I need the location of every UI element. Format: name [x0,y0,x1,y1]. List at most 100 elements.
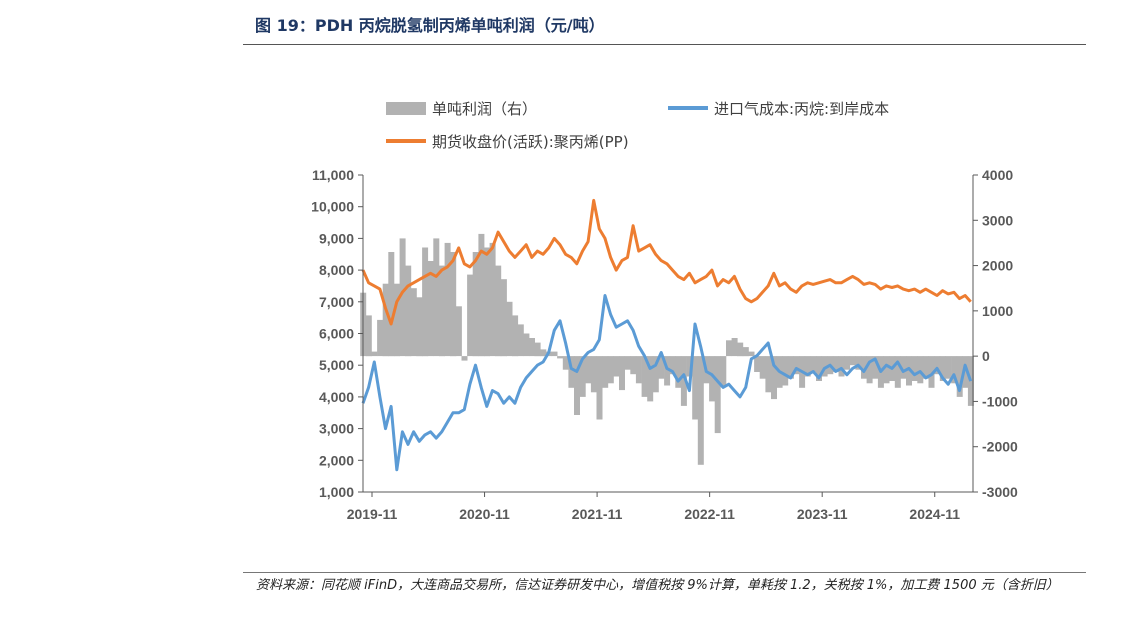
profit-bar [911,356,918,381]
profit-bar [748,351,755,357]
profit-bar [787,356,794,379]
profit-bar [641,356,648,397]
profit-bar [371,351,378,357]
profit-bar [697,356,704,465]
profit-bar [939,356,946,381]
profit-bar [692,356,699,420]
profit-bar [742,347,749,357]
profit-bar [405,265,412,357]
profit-series [360,233,974,465]
profit-bar [365,315,372,357]
profit-bar [388,252,395,357]
profit-bar [512,315,519,357]
profit-bar [894,356,901,388]
profit-bar [669,356,676,375]
profit-bar [585,356,592,384]
profit-bar [500,279,507,357]
profit-bar [945,356,952,379]
profit-bar [866,356,873,384]
profit-bar [900,356,907,379]
profit-bar [793,356,800,375]
profit-bar [422,247,429,357]
profit-bar [630,356,637,375]
profit-bar [771,356,777,400]
profit-bar [883,356,890,384]
left-tick-label: 5,000 [319,357,354,373]
source-note: 资料来源：同花顺 iFinD，大连商品交易所，信达证券研发中心，增值税按 9%计… [256,578,1059,593]
profit-bar [838,356,845,377]
x-tick-label: 2023-11 [797,506,848,522]
profit-bar [917,356,924,384]
left-tick-label: 11,000 [312,167,354,183]
left-tick-label: 4,000 [319,389,354,405]
profit-bar [765,356,772,393]
left-tick-label: 8,000 [319,262,354,278]
profit-bar [647,356,654,402]
profit-bar [726,340,732,357]
right-tick-label: -3000 [982,484,1018,500]
figure-title: 图 19：PDH 丙烷脱氢制丙烯单吨利润（元/吨） [255,16,605,35]
profit-bar [472,252,479,357]
profit-bar [664,356,671,386]
profit-bar [613,356,620,377]
x-tick-label: 2022-11 [684,506,735,522]
profit-bar [596,356,603,420]
profit-bar [590,356,597,393]
profit-bar [399,238,406,357]
profit-bar [506,301,513,357]
profit-bar [529,338,535,357]
profit-bar [675,356,682,388]
title-rule [243,44,1086,45]
profit-bar [495,265,502,357]
x-tick-label: 2020-11 [459,506,510,522]
profit-bar [427,261,434,357]
profit-bar [557,356,564,359]
right-tick-label: -2000 [982,439,1018,455]
profit-bar [410,288,417,357]
legend: 单吨利润（右） 进口气成本:丙烷:到岸成本 期货收盘价(活跃):聚丙烯(PP) [386,100,889,151]
legend-swatch-profit [386,102,426,115]
profit-bar [652,356,659,393]
profit-bar [416,297,423,357]
profit-bar [922,356,929,379]
profit-bar [804,356,811,377]
profit-bar [844,356,851,370]
profit-bar [782,356,789,386]
profit-bar [562,356,569,370]
left-tick-label: 3,000 [319,421,354,437]
profit-bar [439,265,445,357]
profit-bar [540,349,547,357]
right-tick-label: 1000 [982,303,1013,319]
profit-bar [382,283,389,357]
profit-bar [461,356,468,361]
left-tick-label: 10,000 [311,199,354,215]
pp-futures-line [361,198,972,326]
profit-bar [394,283,400,357]
x-tick-label: 2019-11 [347,506,398,522]
profit-bar [861,356,867,379]
profit-bar [810,356,817,372]
profit-bar [523,333,530,357]
plot-area: 1,000 2,000 3,000 4,000 5,000 6,000 7,000 8,000… [311,167,1018,522]
profit-bar [607,356,614,384]
profit-bar [619,356,625,391]
profit-bar [849,356,856,366]
right-tick-label: 0 [982,348,990,364]
right-tick-label: 4000 [982,167,1013,183]
profit-bar [568,356,575,388]
left-tick-label: 7,000 [319,294,354,310]
profit-bar [534,342,541,357]
profit-bar [433,238,440,357]
right-tick-label: 3000 [982,212,1013,228]
profit-bar [709,356,716,402]
right-tick-label: 2000 [982,258,1013,274]
left-tick-label: 2,000 [319,452,354,468]
profit-bar [624,356,631,370]
profit-bar [714,356,721,434]
profit-bar [759,356,766,379]
profit-bar [551,351,558,357]
profit-bar [928,356,935,388]
profit-bar [821,356,828,377]
profit-bar [956,356,963,397]
propane-cost-line [361,294,973,472]
